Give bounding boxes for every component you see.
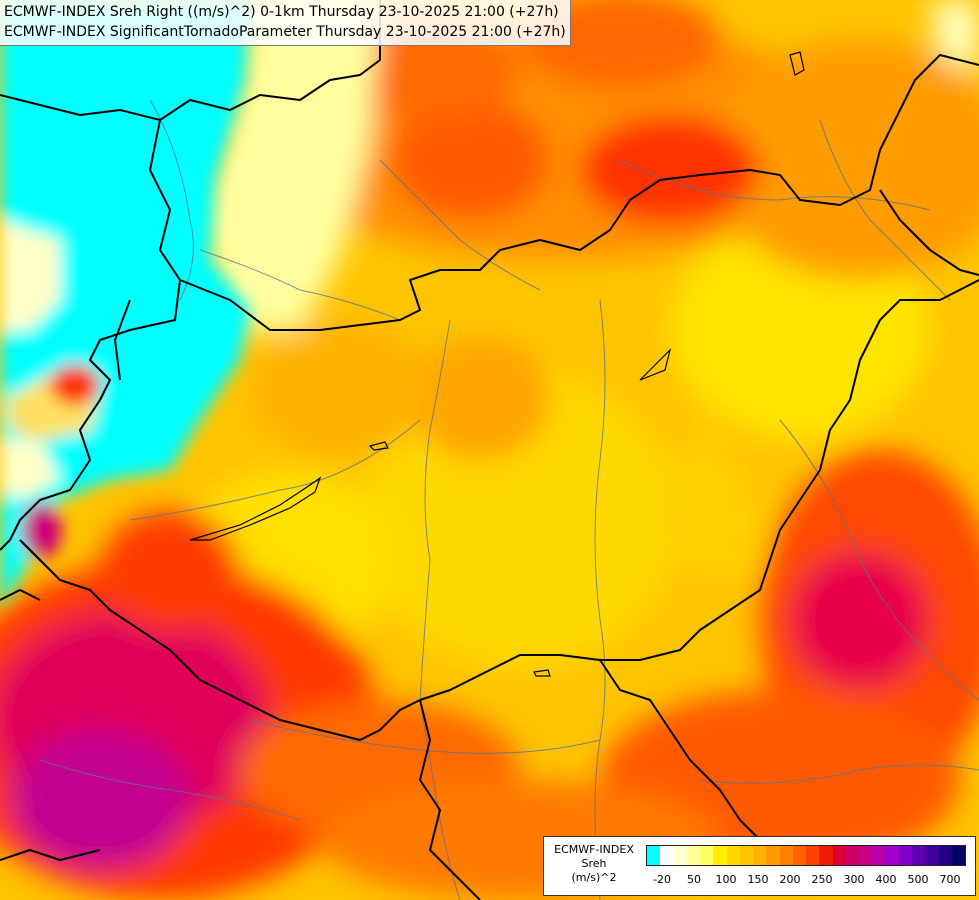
legend-swatch [766, 846, 780, 865]
legend-swatch [951, 846, 965, 865]
legend-swatch [885, 846, 899, 865]
legend-tick-label: 700 [939, 873, 961, 886]
map-title-box: ECMWF-INDEX Sreh Right ((m/s)^2) 0-1km T… [0, 0, 571, 46]
legend-label: ECMWF-INDEX Sreh (m/s)^2 [544, 843, 644, 885]
legend-swatch [912, 846, 926, 865]
legend-swatch [647, 846, 661, 865]
legend-tick-label: 200 [779, 873, 801, 886]
legend-tick-label: 100 [715, 873, 737, 886]
legend-swatch [700, 846, 714, 865]
legend-model: ECMWF-INDEX [554, 843, 634, 856]
legend-tick-label: 150 [747, 873, 769, 886]
legend-swatch [898, 846, 912, 865]
legend-swatch [925, 846, 939, 865]
legend-color-scale [646, 845, 966, 866]
legend-swatch [806, 846, 820, 865]
legend-swatch [792, 846, 806, 865]
legend-ticks: -20 50 100 150 200 250 300 400 500 700 [646, 873, 966, 889]
legend-unit: (m/s)^2 [571, 871, 617, 884]
legend-swatch [660, 846, 674, 865]
legend-tick-label: 500 [907, 873, 929, 886]
low-sreh-area [0, 0, 250, 610]
legend-swatch [872, 846, 886, 865]
legend-swatch [832, 846, 846, 865]
legend-swatch [779, 846, 793, 865]
legend-swatch [845, 846, 859, 865]
legend-swatch [819, 846, 833, 865]
legend-tick-label: 50 [687, 873, 701, 886]
legend-swatch [938, 846, 952, 865]
legend-swatch [673, 846, 687, 865]
legend-swatch [739, 846, 753, 865]
legend-tick-label: 400 [875, 873, 897, 886]
legend-tick-label: 300 [843, 873, 865, 886]
legend-swatch [686, 846, 700, 865]
lakes [189, 51, 805, 677]
color-legend: ECMWF-INDEX Sreh (m/s)^2 -20 50 100 150 200 2… [543, 836, 976, 896]
rivers [39, 99, 979, 900]
legend-tick-label: -20 [653, 873, 671, 886]
legend-swatch [726, 846, 740, 865]
legend-tick-label: 250 [811, 873, 833, 886]
map-title-line-2: ECMWF-INDEX SignificantTornadoParameter … [4, 24, 566, 40]
legend-swatch [713, 846, 727, 865]
legend-swatch [859, 846, 873, 865]
legend-param: Sreh [581, 857, 607, 870]
legend-swatch [753, 846, 767, 865]
map-title-line-1: ECMWF-INDEX Sreh Right ((m/s)^2) 0-1km T… [4, 4, 559, 20]
